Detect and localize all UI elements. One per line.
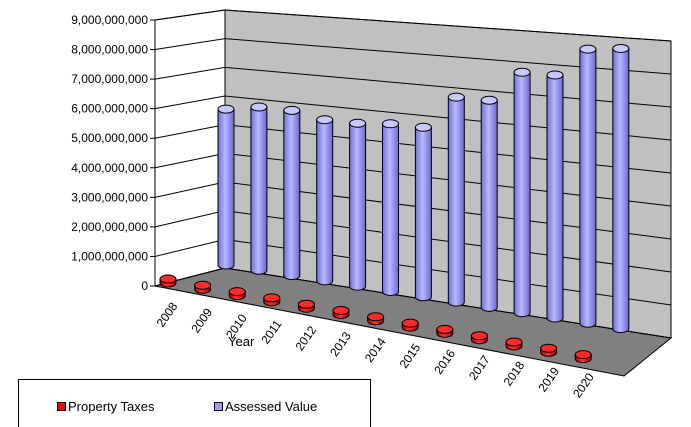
bar-property-taxes-2015 — [401, 318, 419, 332]
x-tick-label: 2008 — [154, 299, 181, 329]
bar-property-taxes-2009 — [194, 280, 212, 294]
y-tick-label: 4,000,000,000 — [71, 161, 148, 175]
bar-property-taxes-2014 — [367, 312, 385, 326]
bar-property-taxes-2020 — [574, 350, 592, 364]
legend: Property Taxes Assessed Value — [18, 379, 371, 427]
x-tick-label: 2012 — [292, 323, 319, 353]
bar-property-taxes-2012 — [297, 299, 315, 313]
bar-property-taxes-2008 — [159, 274, 177, 288]
legend-label-assessed-value: Assessed Value — [225, 399, 318, 414]
bar-property-taxes-2017 — [470, 331, 488, 345]
legend-item-property-taxes: Property Taxes — [57, 399, 154, 414]
x-tick-label: 2016 — [431, 347, 458, 377]
x-axis-title: Year — [228, 334, 255, 349]
x-tick-label: 2018 — [501, 358, 528, 388]
legend-swatch-property-taxes — [57, 402, 66, 411]
bar-assessed-value-2018 — [546, 70, 564, 323]
bar-assessed-value-2013 — [382, 119, 399, 296]
x-tick-label: 2013 — [327, 329, 354, 359]
bar-assessed-value-2014 — [414, 122, 432, 302]
bar-assessed-value-2008 — [217, 104, 235, 270]
bar-assessed-value-2012 — [349, 118, 367, 291]
bar-assessed-value-2011 — [316, 115, 334, 286]
x-tick-label: 2014 — [362, 335, 389, 365]
bar-assessed-value-2010 — [283, 105, 301, 281]
y-tick-label: 2,000,000,000 — [71, 220, 148, 234]
y-tick-label: 1,000,000,000 — [71, 249, 148, 263]
x-tick-label: 2020 — [570, 370, 597, 400]
bar-property-taxes-2010 — [228, 287, 246, 301]
bars — [159, 43, 630, 364]
y-axis-tick-marks — [150, 19, 155, 287]
bar-property-taxes-2019 — [540, 343, 558, 357]
x-tick-label: 2015 — [397, 341, 424, 371]
x-tick-label: 2009 — [188, 305, 215, 335]
bar-property-taxes-2013 — [332, 306, 350, 319]
y-axis-tick-labels: 0 1,000,000,000 2,000,000,000 3,000,000,000… — [71, 13, 148, 293]
bar-assessed-value-2009 — [250, 102, 268, 275]
x-tick-label: 2011 — [258, 317, 284, 346]
bar-assessed-value-2016 — [480, 95, 498, 312]
legend-swatch-assessed-value — [214, 402, 223, 411]
x-tick-label: 2019 — [535, 364, 562, 394]
bar-assessed-value-2019 — [579, 44, 597, 328]
chart-side-wall — [154, 9, 226, 287]
bar-property-taxes-2018 — [505, 337, 523, 351]
legend-item-assessed-value: Assessed Value — [214, 399, 317, 414]
y-tick-label: 6,000,000,000 — [71, 102, 148, 116]
bar-assessed-value-2015 — [447, 92, 465, 307]
legend-label-property-taxes: Property Taxes — [68, 399, 155, 414]
y-tick-label: 5,000,000,000 — [71, 131, 148, 145]
bar-property-taxes-2016 — [436, 324, 454, 338]
bar-assessed-value-2020 — [612, 43, 630, 334]
y-tick-label: 9,000,000,000 — [71, 13, 148, 27]
gridline — [154, 38, 672, 75]
y-tick-label: 3,000,000,000 — [71, 190, 148, 204]
y-tick-label: 0 — [141, 279, 148, 293]
bar-assessed-value-2017 — [513, 67, 531, 318]
bar-property-taxes-2011 — [263, 293, 281, 307]
y-tick-label: 8,000,000,000 — [71, 43, 148, 57]
gridline — [154, 9, 672, 42]
y-tick-label: 7,000,000,000 — [71, 72, 148, 86]
x-tick-label: 2017 — [466, 353, 493, 383]
